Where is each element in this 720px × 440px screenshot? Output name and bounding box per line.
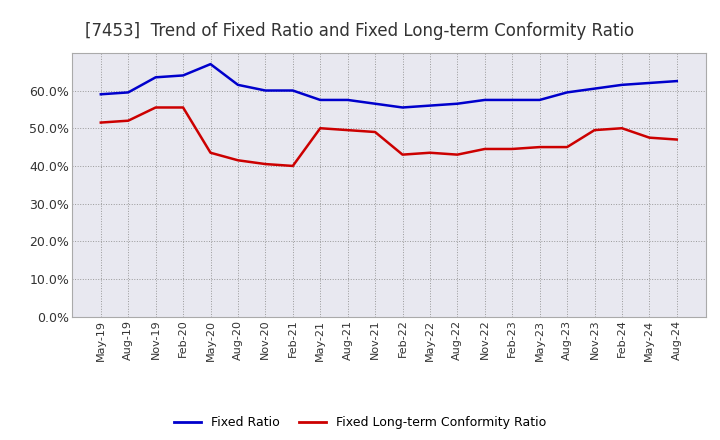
Fixed Ratio <box>398 105 407 110</box>
Fixed Long-term Conformity Ratio <box>508 147 516 152</box>
Fixed Long-term Conformity Ratio <box>590 128 599 133</box>
Fixed Ratio <box>316 97 325 103</box>
Fixed Ratio <box>480 97 489 103</box>
Fixed Ratio <box>590 86 599 91</box>
Fixed Long-term Conformity Ratio <box>151 105 160 110</box>
Fixed Ratio <box>233 82 242 88</box>
Fixed Ratio <box>151 75 160 80</box>
Fixed Long-term Conformity Ratio <box>371 129 379 135</box>
Fixed Ratio <box>261 88 270 93</box>
Fixed Ratio <box>124 90 132 95</box>
Fixed Long-term Conformity Ratio <box>316 125 325 131</box>
Fixed Long-term Conformity Ratio <box>261 161 270 167</box>
Fixed Ratio <box>426 103 434 108</box>
Line: Fixed Ratio: Fixed Ratio <box>101 64 677 107</box>
Fixed Long-term Conformity Ratio <box>536 144 544 150</box>
Fixed Ratio <box>563 90 572 95</box>
Fixed Long-term Conformity Ratio <box>618 125 626 131</box>
Fixed Long-term Conformity Ratio <box>343 128 352 133</box>
Fixed Long-term Conformity Ratio <box>233 158 242 163</box>
Fixed Long-term Conformity Ratio <box>480 147 489 152</box>
Fixed Ratio <box>453 101 462 106</box>
Fixed Long-term Conformity Ratio <box>453 152 462 157</box>
Fixed Ratio <box>672 78 681 84</box>
Fixed Long-term Conformity Ratio <box>672 137 681 142</box>
Fixed Long-term Conformity Ratio <box>179 105 187 110</box>
Fixed Ratio <box>618 82 626 88</box>
Fixed Ratio <box>179 73 187 78</box>
Fixed Long-term Conformity Ratio <box>124 118 132 123</box>
Fixed Ratio <box>206 62 215 67</box>
Fixed Long-term Conformity Ratio <box>289 163 297 169</box>
Fixed Long-term Conformity Ratio <box>563 144 572 150</box>
Fixed Ratio <box>289 88 297 93</box>
Fixed Ratio <box>343 97 352 103</box>
Fixed Ratio <box>371 101 379 106</box>
Fixed Ratio <box>536 97 544 103</box>
Fixed Long-term Conformity Ratio <box>96 120 105 125</box>
Text: [7453]  Trend of Fixed Ratio and Fixed Long-term Conformity Ratio: [7453] Trend of Fixed Ratio and Fixed Lo… <box>86 22 634 40</box>
Fixed Long-term Conformity Ratio <box>426 150 434 155</box>
Legend: Fixed Ratio, Fixed Long-term Conformity Ratio: Fixed Ratio, Fixed Long-term Conformity … <box>174 416 546 429</box>
Fixed Ratio <box>96 92 105 97</box>
Fixed Long-term Conformity Ratio <box>398 152 407 157</box>
Fixed Ratio <box>508 97 516 103</box>
Fixed Long-term Conformity Ratio <box>645 135 654 140</box>
Line: Fixed Long-term Conformity Ratio: Fixed Long-term Conformity Ratio <box>101 107 677 166</box>
Fixed Long-term Conformity Ratio <box>206 150 215 155</box>
Fixed Ratio <box>645 81 654 86</box>
